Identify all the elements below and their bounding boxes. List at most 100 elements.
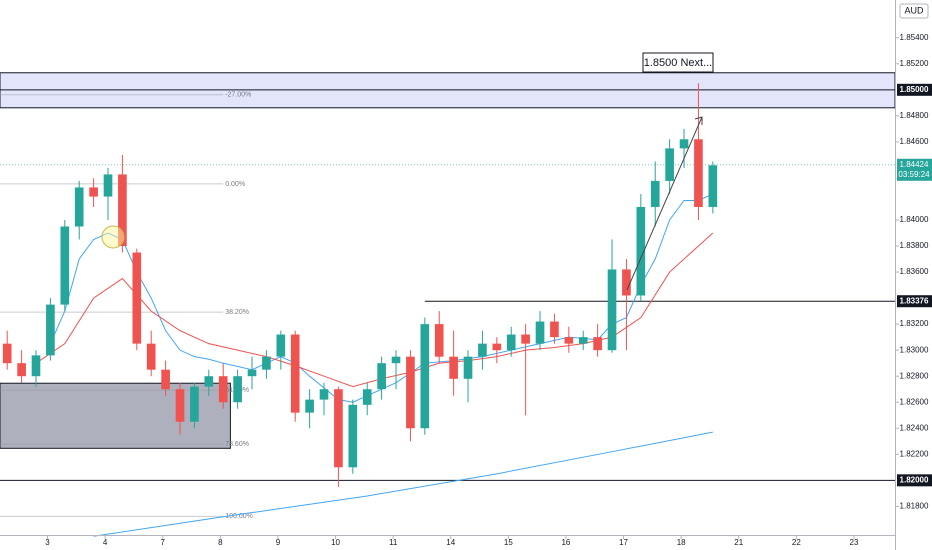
candle-body bbox=[46, 304, 55, 356]
candle-body bbox=[463, 356, 473, 379]
candle-body bbox=[218, 376, 228, 403]
candle-body bbox=[319, 389, 329, 400]
y-tick-label: 1.84600 bbox=[900, 137, 929, 146]
candle-body bbox=[492, 343, 502, 351]
x-tick-label: 8 bbox=[218, 538, 223, 547]
candle-body bbox=[564, 337, 574, 344]
candle-body bbox=[406, 356, 415, 429]
x-tick-label: 16 bbox=[561, 538, 570, 547]
fib-label: -27.00% bbox=[225, 92, 251, 99]
y-tick-label: 1.82200 bbox=[900, 449, 929, 458]
trend-arrow bbox=[626, 116, 703, 291]
y-tick-label: 1.84800 bbox=[900, 111, 929, 120]
x-tick-label: 4 bbox=[103, 538, 108, 547]
price-level-label: 1.82000 bbox=[900, 475, 929, 484]
candle-body bbox=[161, 369, 170, 390]
candle-body bbox=[175, 389, 185, 422]
countdown-label: 03:59:24 bbox=[898, 170, 930, 179]
candle-body bbox=[521, 334, 530, 344]
candle-body bbox=[204, 376, 214, 387]
candle-body bbox=[118, 174, 127, 247]
candle-body bbox=[348, 404, 358, 468]
price-level-badge bbox=[897, 295, 932, 308]
candle-body bbox=[377, 363, 386, 390]
candle-body bbox=[636, 206, 646, 296]
arrow-head bbox=[694, 116, 703, 125]
candle-body bbox=[578, 337, 588, 344]
price-level-label: 1.85000 bbox=[900, 85, 929, 94]
x-tick-label: 3 bbox=[45, 538, 50, 547]
y-tick-label: 1.85400 bbox=[900, 33, 929, 42]
candle-body bbox=[89, 187, 98, 197]
candle-body bbox=[391, 356, 401, 364]
fib-label: 38.20% bbox=[225, 309, 249, 316]
y-tick-label: 1.82800 bbox=[900, 371, 929, 380]
currency-badge bbox=[899, 3, 929, 19]
fib-label: 0.00% bbox=[225, 181, 245, 188]
candle-body bbox=[60, 226, 70, 305]
candle-body bbox=[305, 399, 314, 413]
candle-body bbox=[679, 139, 689, 149]
candle-body bbox=[74, 187, 84, 227]
moving-average bbox=[93, 431, 713, 537]
candle-body bbox=[478, 343, 487, 357]
x-tick-label: 15 bbox=[504, 538, 513, 547]
candle-body bbox=[593, 337, 602, 351]
fib-label: 78.60% bbox=[225, 441, 249, 448]
candle-body bbox=[262, 356, 271, 370]
last-price-badge bbox=[897, 158, 932, 181]
candle-body bbox=[622, 269, 631, 296]
candle-body bbox=[103, 174, 113, 197]
candle-body bbox=[708, 165, 718, 207]
fib-label: 100.00% bbox=[225, 513, 253, 520]
note-text: 1.8500 Next... bbox=[644, 57, 713, 69]
last-price-label: 1.84424 bbox=[900, 160, 929, 169]
price-level-badge bbox=[897, 474, 932, 487]
candle-body bbox=[31, 355, 41, 377]
note-box bbox=[642, 52, 714, 73]
candle-body bbox=[334, 389, 343, 468]
candle-body bbox=[420, 324, 430, 429]
x-tick-label: 7 bbox=[161, 538, 166, 547]
x-tick-label: 18 bbox=[677, 538, 686, 547]
candle-body bbox=[506, 334, 516, 351]
candle-body bbox=[694, 139, 703, 207]
candle-body bbox=[434, 324, 444, 357]
y-tick-label: 1.83800 bbox=[900, 241, 929, 250]
x-tick-label: 17 bbox=[619, 538, 628, 547]
candle-body bbox=[607, 269, 617, 351]
candle-body bbox=[290, 334, 300, 413]
candle-body bbox=[247, 369, 257, 377]
x-tick-label: 21 bbox=[734, 538, 743, 547]
candle-body bbox=[665, 148, 674, 181]
candle-body bbox=[650, 180, 660, 207]
y-tick-label: 1.83000 bbox=[900, 345, 929, 354]
x-tick-label: 10 bbox=[331, 538, 340, 547]
candle-body bbox=[146, 343, 156, 370]
x-tick-label: 22 bbox=[792, 538, 801, 547]
y-tick-label: 1.85200 bbox=[900, 59, 929, 68]
y-tick-label: 1.82400 bbox=[900, 423, 929, 432]
candle-body bbox=[449, 356, 458, 379]
y-tick-label: 1.83600 bbox=[900, 267, 929, 276]
candle-body bbox=[17, 363, 26, 377]
x-tick-label: 11 bbox=[389, 538, 398, 547]
y-tick-label: 1.82600 bbox=[900, 397, 929, 406]
candle-body bbox=[132, 252, 142, 344]
plot: -27.00%0.00%38.20%61.80%78.60%100.00% bbox=[0, 72, 896, 537]
y-tick-label: 1.83200 bbox=[900, 319, 929, 328]
x-tick-label: 9 bbox=[276, 538, 281, 547]
price-level-badge bbox=[897, 83, 932, 96]
y-tick-label: 1.81800 bbox=[900, 501, 929, 510]
candle-body bbox=[276, 334, 286, 357]
candle-body bbox=[550, 321, 559, 338]
y-tick-label: 1.84000 bbox=[900, 215, 929, 224]
highlight-circle bbox=[101, 225, 125, 249]
candle-body bbox=[535, 321, 545, 344]
currency-label: AUD bbox=[904, 5, 924, 15]
candle-body bbox=[190, 386, 199, 422]
candle-body bbox=[362, 389, 372, 405]
candle-body bbox=[233, 376, 242, 403]
x-tick-label: 23 bbox=[850, 538, 859, 547]
